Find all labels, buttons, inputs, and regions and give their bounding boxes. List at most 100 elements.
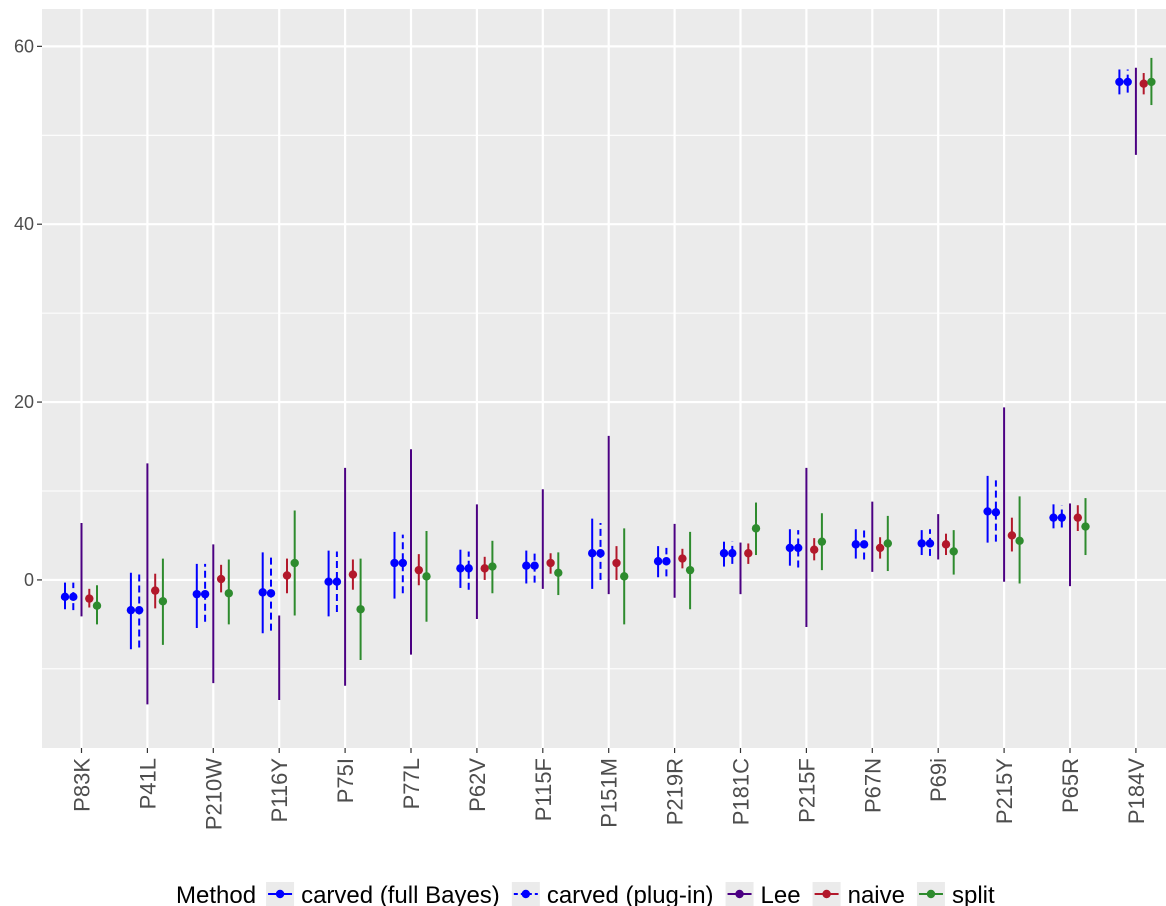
data-point: [1139, 79, 1148, 88]
data-point: [456, 564, 465, 573]
legend-label: split: [952, 882, 995, 906]
x-tick-label: P83K: [70, 758, 95, 812]
data-point: [794, 543, 803, 553]
series-group: [92, 57, 1156, 660]
data-point: [554, 568, 563, 578]
data-point: [488, 562, 497, 571]
data-point: [332, 577, 342, 586]
data-point: [751, 524, 761, 533]
data-point: [941, 540, 951, 549]
data-point: [859, 540, 869, 549]
data-point: [1115, 77, 1124, 87]
data-point: [983, 507, 992, 516]
data-point: [422, 572, 431, 581]
data-point: [69, 592, 78, 602]
plot-panel: [42, 9, 1166, 748]
legend-key-point: [735, 889, 744, 899]
x-tick-label: P116Y: [267, 758, 292, 823]
series-group: [69, 69, 1132, 648]
data-point: [266, 589, 276, 598]
data-point: [653, 557, 663, 566]
data-point: [464, 564, 473, 573]
x-tick-label: P210W: [201, 758, 226, 830]
data-point: [620, 572, 629, 581]
data-point: [224, 589, 233, 598]
legend-label: carved (full Bayes): [301, 882, 500, 906]
x-tick-label: P67N: [860, 758, 885, 813]
y-tick-label: 40: [14, 214, 34, 234]
data-point: [258, 588, 267, 597]
data-point: [348, 570, 358, 579]
data-point: [685, 565, 695, 575]
data-point: [1049, 513, 1058, 522]
data-point: [200, 589, 210, 599]
data-point: [1015, 536, 1024, 545]
data-point: [662, 557, 671, 566]
data-point: [719, 549, 729, 558]
data-point: [290, 558, 299, 568]
data-point: [356, 605, 365, 614]
data-point: [949, 547, 958, 556]
data-point: [851, 540, 860, 549]
data-point: [60, 592, 70, 602]
x-tick-label: P215F: [794, 758, 819, 823]
legend: Method carved (full Bayes) carved (plug-i…: [176, 882, 995, 906]
data-point: [785, 543, 795, 553]
x-tick-label: P41L: [135, 758, 160, 809]
data-point: [991, 508, 1001, 517]
x-tick-label: P151M: [597, 758, 622, 828]
data-point: [151, 586, 160, 595]
data-point: [1057, 513, 1067, 522]
data-point: [192, 589, 201, 599]
legend-key-point: [926, 889, 936, 899]
legend-title: Method: [176, 882, 256, 906]
x-tick-label: P219R: [663, 758, 688, 825]
x-tick-label: P75I: [333, 758, 358, 803]
data-point: [92, 601, 102, 610]
y-tick-label: 0: [24, 570, 34, 590]
x-tick-label: P77L: [399, 758, 424, 809]
data-point: [810, 545, 819, 554]
x-tick-label: P184V: [1124, 758, 1149, 824]
data-point: [883, 539, 892, 548]
data-point: [324, 577, 333, 586]
data-point: [1147, 77, 1156, 87]
data-point: [390, 558, 399, 568]
y-tick-label: 60: [14, 36, 34, 56]
data-point: [126, 605, 136, 615]
y-axis: 0 20 40 60: [14, 36, 42, 590]
data-point: [596, 549, 605, 558]
data-point: [1073, 513, 1083, 522]
x-tick-label: P181C: [729, 758, 754, 825]
series-group: [80, 67, 1137, 705]
data-point: [588, 549, 597, 558]
data-point: [85, 594, 94, 603]
data-point: [398, 558, 407, 568]
data-marks: [60, 57, 1156, 705]
data-point: [612, 558, 621, 568]
data-point: [817, 537, 827, 546]
x-axis: P83K P41L P210W P116Y P75I P77L P62V P115F P151M…: [70, 748, 1149, 830]
series-group: [85, 73, 1148, 609]
data-point: [744, 549, 753, 558]
data-point: [875, 543, 885, 553]
legend-label: Lee: [761, 882, 801, 906]
data-point: [728, 549, 737, 558]
grid-minor: [42, 134, 1166, 670]
x-tick-label: P65R: [1058, 758, 1083, 813]
data-point: [917, 539, 926, 548]
y-tick-label: 20: [14, 392, 34, 412]
series-group: [60, 69, 1124, 650]
data-point: [158, 597, 168, 606]
data-point: [522, 561, 531, 570]
x-tick-label: P115F: [531, 758, 556, 821]
legend-key-point: [275, 889, 285, 899]
x-tick-label: P62V: [465, 758, 490, 812]
data-point: [216, 574, 226, 584]
data-point: [925, 539, 935, 548]
legend-key-point: [521, 889, 531, 899]
data-point: [546, 558, 555, 568]
data-point: [135, 605, 144, 615]
x-tick-label: P69i: [926, 758, 951, 802]
